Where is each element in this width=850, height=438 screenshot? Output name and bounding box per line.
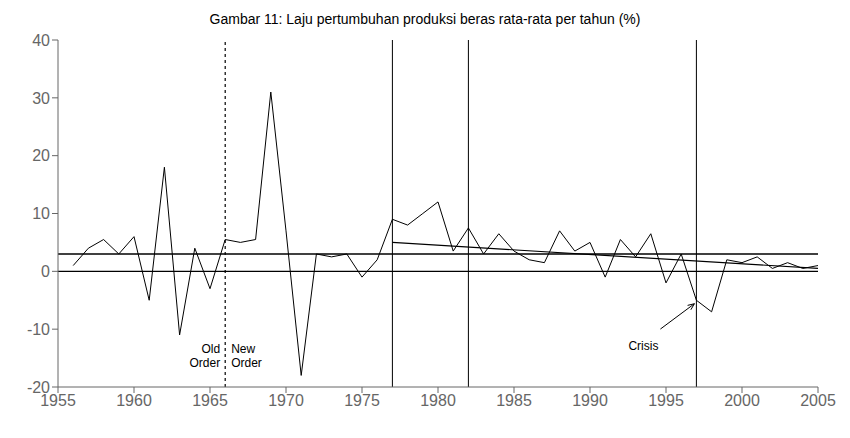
svg-text:40: 40 [32, 32, 50, 49]
svg-text:1960: 1960 [116, 392, 152, 409]
svg-text:1975: 1975 [344, 392, 380, 409]
svg-text:1980: 1980 [420, 392, 456, 409]
svg-text:1955: 1955 [40, 392, 76, 410]
svg-text:1985: 1985 [496, 392, 532, 409]
svg-text:2000: 2000 [724, 392, 760, 409]
svg-text:1995: 1995 [648, 392, 684, 409]
svg-text:30: 30 [32, 90, 50, 107]
svg-text:NewOrder: NewOrder [231, 342, 262, 370]
svg-text:-10: -10 [27, 321, 50, 338]
svg-text:2005: 2005 [800, 392, 836, 409]
svg-text:10: 10 [32, 205, 50, 222]
svg-text:0: 0 [41, 263, 50, 280]
svg-text:1965: 1965 [192, 392, 228, 409]
svg-text:20: 20 [32, 147, 50, 164]
html-text:Gambar 11: Laju pertumbuhan pr: Gambar 11: Laju pertumbuhan produksi ber… [209, 11, 641, 27]
svg-text:1970: 1970 [268, 392, 304, 409]
svg-text:1990: 1990 [572, 392, 608, 409]
svg-text:Crisis: Crisis [628, 339, 658, 353]
svg-text:OldOrder: OldOrder [190, 342, 221, 370]
svg-text:-20: -20 [27, 379, 50, 396]
